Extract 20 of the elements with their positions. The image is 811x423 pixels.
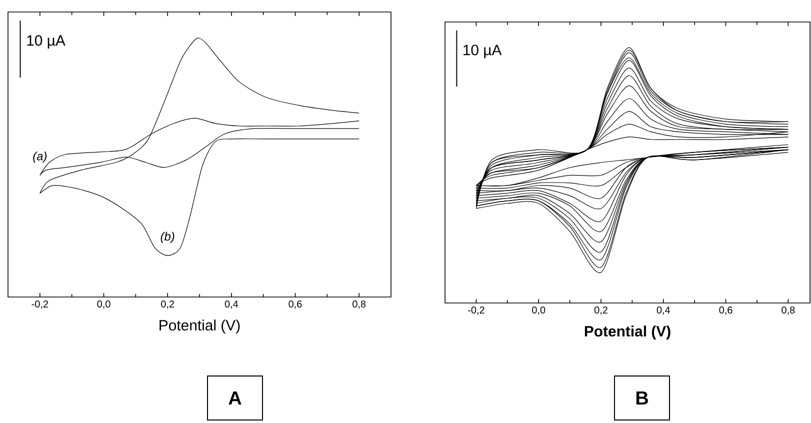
x-tick-label: 0,4 [224, 300, 238, 309]
x-tick-label: 0,0 [97, 300, 110, 309]
x-axis-title: Potential (V) [160, 320, 240, 334]
x-tick-label: 0,6 [288, 300, 302, 309]
x-tick-label: 0,8 [782, 306, 795, 315]
series-label: (b) [160, 232, 174, 244]
x-tick-label: 0,6 [719, 306, 732, 315]
text: B [636, 391, 648, 405]
x-tick-label: 0,4 [656, 306, 670, 315]
x-tick-label: 0,8 [352, 300, 366, 309]
x-tick-label: 0,2 [161, 300, 174, 309]
annotation: 10 µA [27, 35, 66, 49]
x-tick-label: 0,0 [532, 306, 546, 315]
x-tick-label: -0,2 [468, 306, 484, 315]
series-label: (a) [33, 152, 47, 163]
x-tick-label: 0,2 [594, 306, 608, 315]
annotation: 10 µA [464, 44, 502, 58]
x-axis-title: Potential (V) [584, 326, 670, 340]
text: A [228, 391, 242, 405]
x-tick-label: -0,2 [32, 300, 48, 309]
